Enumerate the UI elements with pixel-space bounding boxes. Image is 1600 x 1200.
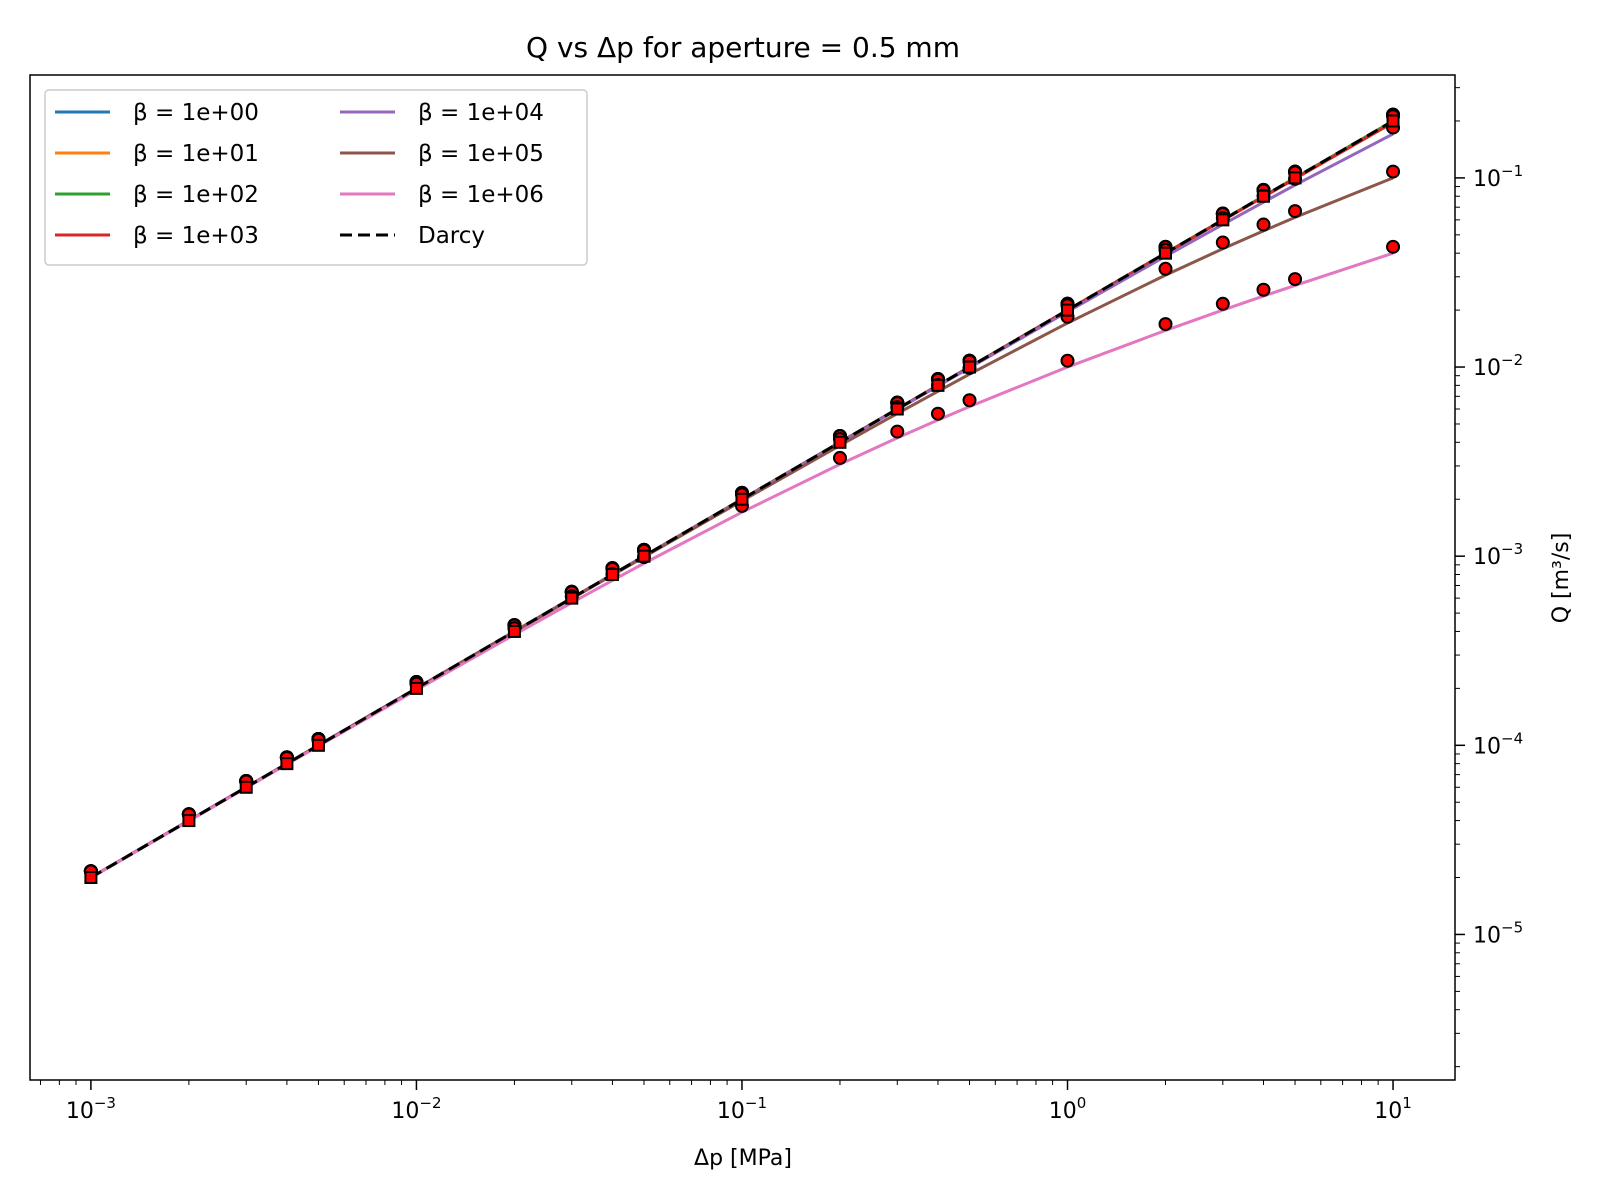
legend-label-2: β = 1e+02 (133, 182, 259, 208)
y-tick-label-2: 10−3 (1473, 540, 1523, 570)
data-point-s5-16 (1158, 261, 1173, 276)
legend-frame (44, 89, 588, 266)
y-tick-label-1: 10−4 (1473, 729, 1523, 759)
data-point-darcy-17 (1216, 213, 1230, 227)
data-point-darcy-13 (931, 378, 945, 392)
y-tick-label-3: 10−2 (1473, 351, 1523, 381)
data-point-darcy-14 (963, 360, 977, 374)
data-point-darcy-9 (637, 549, 651, 563)
data-point-darcy-18 (1257, 189, 1270, 203)
series-line-7 (90, 119, 1394, 879)
y-tick-label-4: 10−1 (1473, 162, 1523, 192)
x-tick-label-3: 100 (1049, 1094, 1087, 1124)
legend-label-4: β = 1e+04 (418, 100, 544, 126)
data-point-s6-19 (1288, 272, 1303, 287)
data-point-s5-19 (1288, 204, 1303, 219)
data-point-darcy-7 (565, 591, 579, 605)
data-point-s6-20 (1386, 239, 1401, 254)
series-line-5 (90, 176, 1394, 879)
data-point-s6-13 (930, 406, 945, 421)
x-tick-label-4: 101 (1374, 1094, 1412, 1124)
y-tick-label-0: 10−5 (1473, 918, 1523, 948)
legend-label-5: β = 1e+05 (418, 141, 544, 167)
legend-label-6: β = 1e+06 (418, 182, 544, 208)
data-point-s6-14 (962, 393, 977, 408)
legend: β = 1e+00 β = 1e+01 β = 1e+02 β = 1e+03 β = … (44, 89, 588, 266)
data-point-s6-12 (890, 424, 905, 439)
data-point-darcy-3 (280, 757, 294, 771)
data-point-darcy-15 (1061, 303, 1075, 317)
data-point-darcy-16 (1159, 246, 1172, 260)
data-point-darcy-11 (833, 435, 847, 449)
data-point-s6-16 (1158, 317, 1173, 332)
x-tick-label-1: 10−2 (391, 1094, 441, 1124)
legend-label-3: β = 1e+03 (133, 223, 259, 249)
data-point-darcy-5 (409, 681, 423, 695)
data-point-darcy-4 (311, 738, 325, 752)
y-axis: 10−5 10−4 10−3 10−2 10−1 (1455, 87, 1523, 1068)
data-point-darcy-19 (1288, 171, 1302, 185)
data-point-darcy-2 (239, 780, 253, 794)
legend-label-7: Darcy (418, 223, 485, 249)
chart-title: Q vs Δp for aperture = 0.5 mm (526, 31, 960, 64)
legend-label-0: β = 1e+00 (133, 100, 259, 126)
legend-label-1: β = 1e+01 (133, 141, 259, 167)
data-markers (83, 107, 1401, 885)
data-point-darcy-10 (735, 492, 749, 506)
data-point-s6-11 (832, 450, 847, 465)
data-point-s5-20 (1386, 164, 1401, 179)
data-point-darcy-20 (1386, 114, 1400, 128)
x-tick-label-0: 10−3 (66, 1094, 116, 1124)
y-axis-label: Q [m³/s] (1549, 533, 1574, 624)
data-point-darcy-1 (182, 814, 196, 828)
x-axis: 10−3 10−2 10−1 100 101 (39, 1080, 1412, 1124)
data-point-s6-17 (1215, 296, 1230, 311)
series-line-6 (90, 251, 1394, 879)
x-tick-label-2: 10−1 (717, 1094, 767, 1124)
data-point-s6-15 (1060, 353, 1075, 368)
data-point-darcy-12 (890, 402, 904, 416)
data-point-s5-17 (1215, 235, 1230, 250)
data-point-darcy-6 (507, 624, 521, 638)
data-point-s6-18 (1256, 282, 1271, 297)
data-point-s5-18 (1256, 217, 1271, 232)
data-point-darcy-8 (605, 568, 619, 582)
x-axis-label: Δp [MPa] (694, 1146, 792, 1171)
data-point-darcy-0 (84, 871, 98, 885)
